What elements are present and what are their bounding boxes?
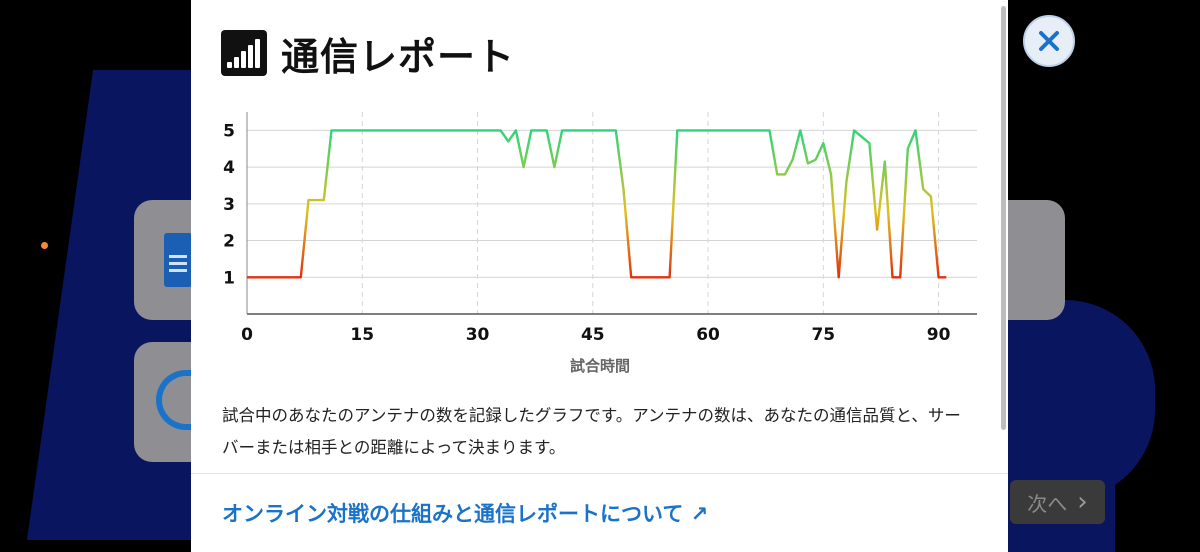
x-tick-label: 0 xyxy=(241,325,253,345)
y-tick-label: 4 xyxy=(223,158,235,178)
modal-title: 通信レポート xyxy=(281,34,516,79)
x-tick-label: 45 xyxy=(581,325,605,345)
modal-description: 試合中のあなたのアンテナの数を記録したグラフです。アンテナの数は、あなたの通信品… xyxy=(222,406,961,457)
series-line xyxy=(247,129,947,279)
x-tick-label: 15 xyxy=(350,325,374,345)
y-tick-label: 2 xyxy=(223,232,235,252)
next-button[interactable]: 次へ › xyxy=(1010,480,1105,524)
close-button[interactable] xyxy=(1023,15,1075,67)
x-tick-label: 90 xyxy=(927,325,951,345)
next-button-label: 次へ xyxy=(1027,491,1068,516)
document-icon xyxy=(164,233,192,287)
scrollbar[interactable] xyxy=(1001,6,1006,430)
chevron-right-icon: › xyxy=(1077,487,1088,517)
x-tick-label: 30 xyxy=(466,325,490,345)
close-icon xyxy=(1039,31,1059,51)
person-icon xyxy=(156,370,196,430)
signal-bars-icon xyxy=(221,30,267,76)
status-dot xyxy=(41,242,48,249)
x-tick-label: 75 xyxy=(811,325,835,345)
communication-report-modal: 通信レポート 1 2 3 4 5 0 15 30 45 60 75 90 試合時間 試合中のあなたのア… xyxy=(191,0,1008,552)
x-axis-title: 試合時間 xyxy=(570,357,630,375)
y-tick-label: 1 xyxy=(223,268,235,288)
modal-header: 通信レポート xyxy=(221,28,516,79)
signal-chart: 1 2 3 4 5 0 15 30 45 60 75 90 試合時間 xyxy=(191,100,1008,390)
help-link[interactable]: オンライン対戦の仕組みと通信レポートについて ↗ xyxy=(222,502,709,526)
divider xyxy=(191,473,1008,474)
y-tick-label: 3 xyxy=(223,195,235,215)
x-tick-label: 60 xyxy=(696,325,720,345)
y-tick-label: 5 xyxy=(223,121,235,141)
